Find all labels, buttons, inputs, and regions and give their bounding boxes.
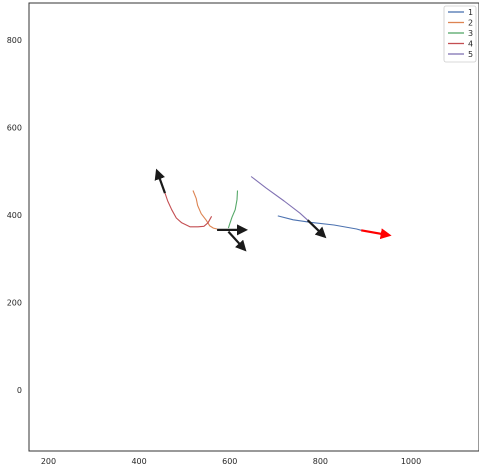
y-tick-label: 200 bbox=[7, 298, 22, 307]
y-axis-ticks: 0 200 400 600 800 bbox=[7, 36, 22, 395]
legend-label-2: 2 bbox=[468, 19, 473, 28]
x-tick-label: 600 bbox=[222, 457, 237, 466]
legend-label-4: 4 bbox=[468, 40, 473, 49]
x-tick-label: 200 bbox=[41, 457, 56, 466]
legend: 1 23 45 bbox=[443, 5, 477, 63]
y-tick-label: 800 bbox=[7, 36, 22, 45]
series-line-5 bbox=[250, 176, 309, 221]
series-layer bbox=[164, 176, 362, 231]
series-line-4 bbox=[164, 192, 213, 228]
series-line-3 bbox=[227, 190, 239, 229]
x-tick-label: 400 bbox=[131, 457, 146, 466]
series-line-1 bbox=[277, 215, 362, 231]
x-tick-label: 800 bbox=[313, 457, 328, 466]
direction-arrow bbox=[360, 228, 392, 240]
y-tick-label: 0 bbox=[17, 386, 22, 395]
direction-arrow bbox=[227, 230, 247, 252]
x-tick-label: 1000 bbox=[401, 457, 421, 466]
legend-label-5: 5 bbox=[468, 50, 473, 59]
plot-frame bbox=[28, 2, 479, 452]
direction-arrow bbox=[306, 219, 327, 239]
legend-label-1: 1 bbox=[468, 8, 473, 17]
y-tick-label: 400 bbox=[7, 211, 22, 220]
series-line-2 bbox=[192, 190, 218, 230]
legend-label-3: 3 bbox=[468, 29, 473, 38]
x-axis-ticks: 200 400 600 800 1000 bbox=[41, 457, 421, 466]
y-tick-label: 600 bbox=[7, 124, 22, 133]
legend-box bbox=[443, 5, 477, 63]
direction-arrow bbox=[154, 168, 166, 194]
arrow-layer bbox=[154, 168, 392, 252]
